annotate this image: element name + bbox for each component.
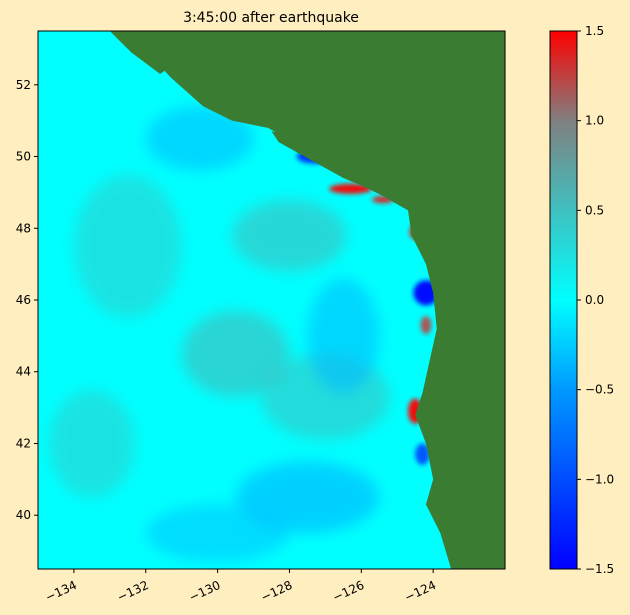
colorbar-tick-label: 1.5 (585, 24, 604, 38)
y-tick-label: 52 (16, 78, 31, 92)
map-plot-area (38, 31, 505, 569)
wave-anomaly (328, 183, 373, 194)
colorbar-tick-label: −1.5 (585, 562, 614, 576)
y-tick-label: 42 (16, 436, 31, 450)
wave-anomaly (231, 199, 347, 272)
y-tick-label: 50 (16, 150, 31, 164)
colorbar-tick-label: 0.5 (585, 203, 604, 217)
y-tick-label: 40 (16, 508, 31, 522)
wave-anomaly-layer (48, 34, 459, 562)
land-layer (109, 31, 505, 569)
wave-anomaly (420, 316, 432, 335)
wave-anomaly (307, 278, 380, 394)
colorbar-tick-label: −0.5 (585, 383, 614, 397)
y-tick-label: 44 (16, 365, 31, 379)
wave-anomaly (73, 174, 182, 318)
x-tick-label: −134 (43, 578, 79, 605)
y-tick-label: 48 (16, 221, 31, 235)
x-tick-label: −124 (402, 578, 438, 605)
chart-title: 3:45:00 after earthquake (183, 10, 359, 26)
wave-anomaly (145, 504, 290, 562)
x-tick-label: −126 (331, 578, 367, 605)
x-tick-label: −132 (115, 578, 151, 605)
colorbar-gradient (549, 30, 578, 570)
island (271, 131, 455, 211)
mainland (127, 31, 505, 569)
wave-anomaly (145, 106, 254, 171)
colorbar: 1.5 1.0 0.5 0.0 −0.5 −1.0 −1.5 (549, 24, 614, 576)
colorbar-tick-label: −1.0 (585, 472, 614, 486)
colorbar-tick-label: 1.0 (585, 114, 604, 128)
y-axis: 40 42 44 46 48 50 52 (16, 78, 38, 522)
y-tick-label: 46 (16, 293, 31, 307)
wave-anomaly (415, 443, 430, 465)
colorbar-tick-label: 0.0 (585, 293, 604, 307)
wave-anomaly (181, 310, 290, 397)
island (109, 31, 175, 75)
wave-anomaly (48, 389, 135, 498)
colorbar-ticks: 1.5 1.0 0.5 0.0 −0.5 −1.0 −1.5 (577, 24, 614, 576)
x-tick-label: −128 (259, 578, 295, 605)
x-tick-label: −130 (187, 578, 223, 605)
x-axis: −134 −132 −130 −128 −126 −124 (43, 569, 438, 605)
